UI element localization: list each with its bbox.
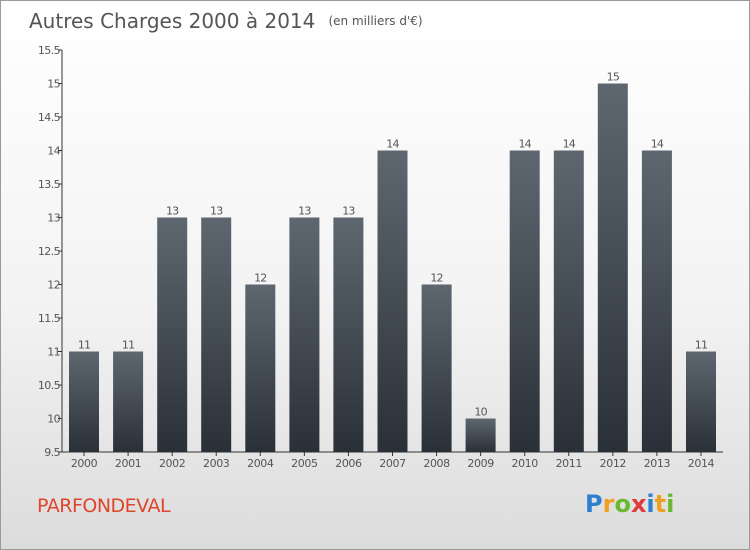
bar (377, 150, 408, 452)
x-tick-label: 2003 (203, 457, 230, 470)
proxiti-logo: Proxiti (585, 490, 674, 518)
bar (157, 217, 188, 452)
x-tick-label: 2012 (600, 457, 626, 470)
y-tick-label: 11 (47, 346, 60, 359)
x-tick-label: 2001 (115, 457, 141, 470)
x-tick-label: 2002 (159, 457, 185, 470)
bar-value-label: 11 (78, 339, 90, 352)
chart-subtitle: (en milliers d'€) (328, 14, 423, 28)
y-tick-label: 13.5 (38, 178, 61, 191)
bar (509, 150, 540, 452)
bar (245, 284, 276, 452)
logo-letter: P (585, 490, 603, 518)
x-tick-label: 2014 (688, 457, 715, 470)
y-tick-label: 15.5 (38, 44, 61, 57)
y-tick-label: 15 (47, 78, 60, 91)
bar-value-label: 12 (254, 272, 266, 285)
bar-value-label: 14 (518, 138, 531, 151)
bar-value-label: 13 (298, 205, 311, 218)
bar-value-label: 12 (430, 272, 442, 285)
y-tick-label: 11.5 (38, 312, 61, 325)
bar-value-label: 15 (607, 71, 620, 84)
bar-value-label: 13 (342, 205, 355, 218)
bar-value-label: 11 (122, 339, 134, 352)
bar-value-label: 14 (651, 138, 664, 151)
logo-letter: i (646, 490, 655, 518)
bar (113, 351, 144, 452)
logo-letter: t (654, 490, 667, 518)
y-tick-label: 10 (47, 413, 60, 426)
x-tick-label: 2000 (71, 457, 98, 470)
bar-value-label: 10 (474, 406, 487, 419)
bar (553, 150, 584, 452)
bar-value-label: 11 (695, 339, 707, 352)
y-tick-label: 12.5 (38, 245, 61, 258)
bar (686, 351, 716, 452)
x-tick-label: 2006 (335, 457, 362, 470)
y-tick-label: 9.5 (44, 446, 60, 459)
bar (201, 217, 232, 452)
bar (421, 284, 452, 452)
bar (641, 150, 672, 452)
bar (465, 418, 496, 452)
x-tick-label: 2010 (511, 457, 538, 470)
x-tick-label: 2013 (644, 457, 671, 470)
y-tick-label: 10.5 (38, 379, 61, 392)
logo-letter: i (666, 490, 675, 518)
bar (597, 83, 628, 452)
title-row: Autres Charges 2000 à 2014 (en milliers … (29, 9, 423, 33)
bar-value-label: 14 (563, 138, 576, 151)
logo-letter: x (630, 490, 647, 518)
x-tick-label: 2007 (379, 457, 406, 470)
x-tick-label: 2009 (467, 457, 494, 470)
chart-title: Autres Charges 2000 à 2014 (29, 9, 316, 33)
y-tick-label: 12 (47, 279, 60, 292)
bar-value-label: 14 (386, 138, 399, 151)
bar (69, 351, 99, 452)
x-tick-label: 2008 (423, 457, 450, 470)
logo-letter: r (602, 490, 615, 518)
y-tick-label: 13 (47, 212, 60, 225)
commune-name: PARFONDEVAL (37, 495, 171, 517)
x-tick-label: 2004 (247, 457, 274, 470)
bar-value-label: 13 (210, 205, 223, 218)
logo-letter: o (614, 490, 631, 518)
x-tick-label: 2005 (291, 457, 318, 470)
y-tick-label: 14 (47, 145, 60, 158)
bar (333, 217, 364, 452)
bar-value-label: 13 (166, 205, 179, 218)
bar (289, 217, 320, 452)
x-tick-label: 2011 (556, 457, 582, 470)
y-tick-label: 14.5 (38, 111, 61, 124)
